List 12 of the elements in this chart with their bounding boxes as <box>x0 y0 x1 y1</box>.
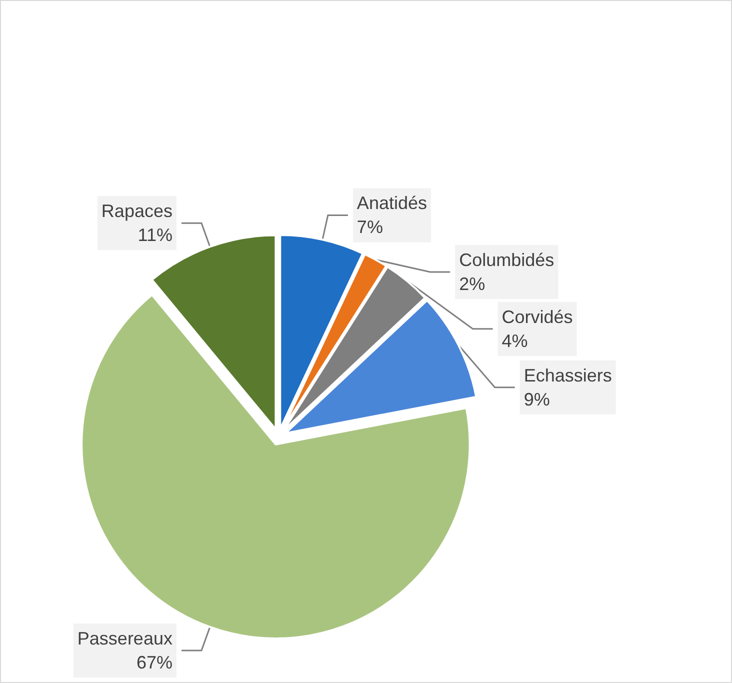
data-label: 4% <box>502 330 528 351</box>
slice-label: Rapaces <box>101 201 172 222</box>
slice-label: Corvidés <box>502 306 573 327</box>
data-label: 9% <box>524 389 550 410</box>
slice-label: Echassiers <box>524 365 612 386</box>
slice-label: Anatidés <box>356 193 427 214</box>
data-label: 11% <box>138 225 172 246</box>
slice-label: Passereaux <box>77 628 172 648</box>
slice-label: Columbidés <box>459 250 554 270</box>
data-label: 2% <box>459 274 486 294</box>
data-label: 7% <box>356 217 383 238</box>
data-label: 67% <box>136 652 172 672</box>
